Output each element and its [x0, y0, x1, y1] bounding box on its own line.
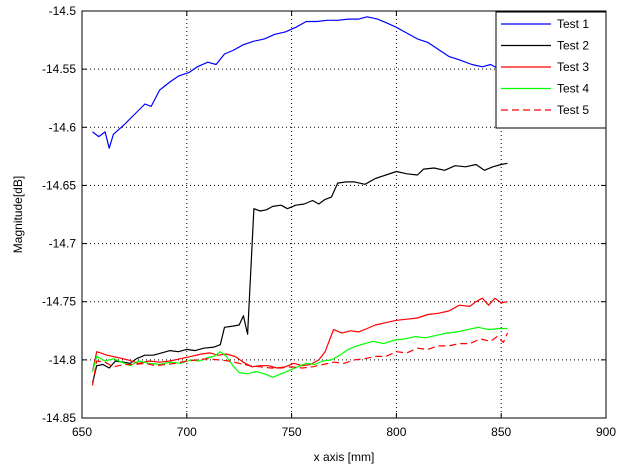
series-line-test-4 [91, 326, 508, 378]
series-line-test-2 [91, 162, 508, 384]
y-tick-label: -14.75 [42, 295, 76, 309]
series-line-test-3 [91, 297, 508, 372]
y-tick-label: -14.6 [49, 120, 77, 134]
axis-tick-labels: 650 700 750 800 850 900 -14.85 -14.8 -14.75 -14.7… [42, 4, 616, 439]
series-layer [91, 16, 509, 386]
y-tick-label: -14.8 [49, 353, 77, 367]
y-tick-label: -14.5 [49, 4, 77, 18]
y-axis-label: Magnitude[dB] [11, 176, 25, 253]
x-tick-label: 900 [596, 425, 616, 439]
y-tick-label: -14.65 [42, 178, 76, 192]
x-tick-label: 650 [72, 425, 92, 439]
y-tick-label: -14.55 [42, 62, 76, 76]
legend-label-test-1: Test 1 [557, 17, 589, 31]
series-line-test-1 [92, 16, 498, 149]
legend-label-test-2: Test 2 [557, 39, 589, 53]
y-tick-label: -14.85 [42, 411, 76, 425]
y-tick-label: -14.7 [49, 237, 77, 251]
x-tick-label: 800 [386, 425, 406, 439]
x-tick-label: 850 [491, 425, 511, 439]
x-axis-label: x axis [mm] [314, 450, 375, 464]
legend-label-test-4: Test 4 [557, 82, 589, 96]
series-line-test-5 [91, 332, 509, 386]
legend-box [495, 11, 607, 129]
legend-label-test-3: Test 3 [557, 60, 589, 74]
legend-label-test-5: Test 5 [557, 103, 589, 117]
legend: Test 1 Test 2 Test 3 Test 4 Test 5 [495, 11, 607, 129]
x-tick-label: 700 [177, 425, 197, 439]
x-tick-label: 750 [282, 425, 302, 439]
plot-area-frame [81, 10, 607, 419]
